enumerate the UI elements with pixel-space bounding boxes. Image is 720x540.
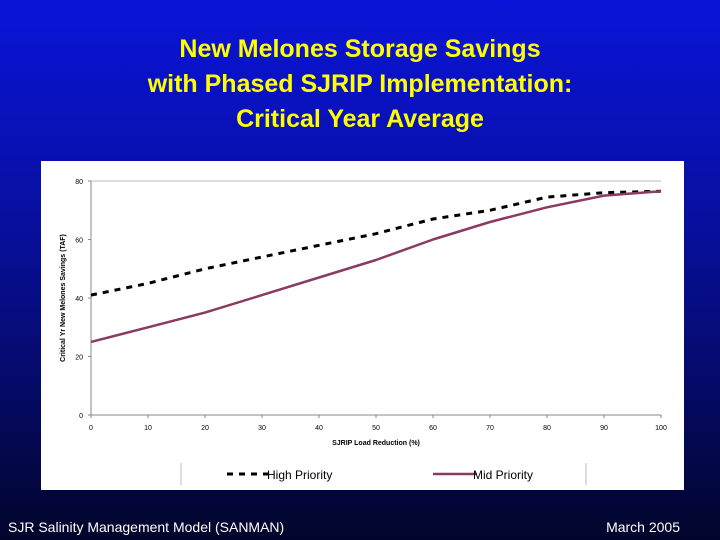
x-tick-label: 90 — [600, 425, 608, 432]
x-tick-label: 10 — [144, 425, 152, 432]
y-tick-label: 40 — [75, 296, 83, 303]
footer-date: March 2005 — [606, 519, 680, 535]
series-line-mid-priority — [90, 189, 662, 344]
title-line-1: New Melones Storage Savings — [179, 35, 541, 63]
x-tick-label: 80 — [543, 425, 551, 432]
legend-label-mid-priority: Mid Priority — [473, 468, 533, 482]
x-tick-label: 30 — [258, 425, 266, 432]
x-tick-label: 0 — [89, 425, 93, 432]
y-tick-label: 0 — [79, 413, 83, 420]
slide-title: New Melones Storage Savings with Phased … — [0, 32, 720, 137]
title-line-3: Critical Year Average — [236, 105, 484, 133]
x-axis-label: SJRIP Load Reduction (%) — [332, 440, 420, 447]
series-line-high-priority — [90, 189, 662, 297]
y-axis-label: Critical Yr New Melones Savings (TAF) — [60, 234, 67, 362]
x-tick-label: 40 — [315, 425, 323, 432]
chart-panel: 0 20 40 60 80 0 10 20 30 40 50 60 70 80 90 100 SJRIP Loa… — [41, 161, 684, 490]
title-line-2: with Phased SJRIP Implementation: — [147, 70, 573, 98]
legend-label-high-priority: High Priority — [267, 468, 332, 482]
y-tick-label: 80 — [75, 179, 83, 186]
y-tick-label: 20 — [75, 355, 83, 362]
line-chart: 0 20 40 60 80 0 10 20 30 40 50 60 70 80 90 100 SJRIP Loa… — [60, 179, 667, 485]
footer-model-name: SJR Salinity Management Model (SANMAN) — [8, 519, 285, 535]
x-tick-label: 60 — [429, 425, 437, 432]
x-tick-label: 20 — [201, 425, 209, 432]
y-tick-label: 60 — [75, 238, 83, 245]
x-tick-label: 70 — [486, 425, 494, 432]
x-tick-label: 50 — [372, 425, 380, 432]
x-tick-label: 100 — [655, 425, 667, 432]
